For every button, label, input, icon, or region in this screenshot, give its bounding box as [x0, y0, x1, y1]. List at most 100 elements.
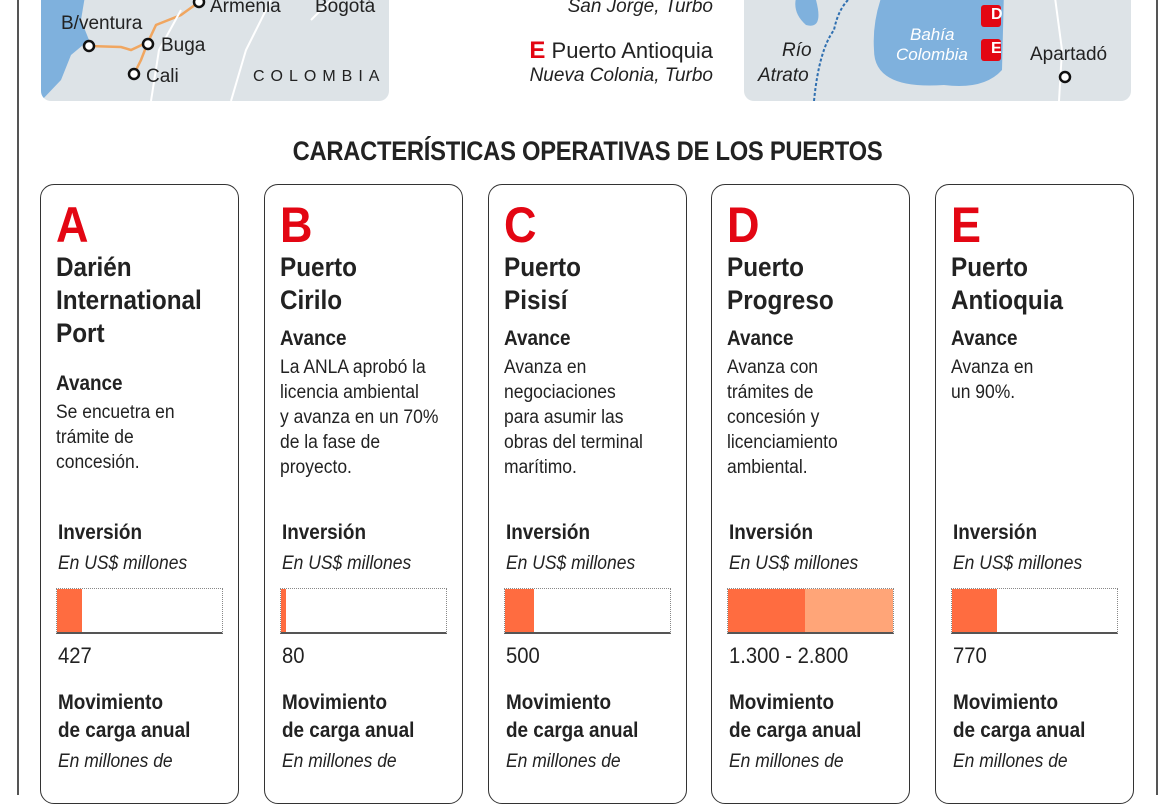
- inversion-heading: Inversión: [58, 521, 143, 544]
- carga-heading: Movimiento: [506, 691, 612, 714]
- avance-text: proyecto.: [280, 457, 352, 478]
- river-label: Atrato: [758, 65, 809, 86]
- avance-text: para asumir las: [504, 407, 624, 428]
- port-card-d: D Puerto Progreso Avance Avanza con trámites …: [711, 184, 910, 804]
- investment-value: 500: [506, 643, 540, 668]
- avance-text: Avanza con: [727, 357, 819, 378]
- port-name: Antioquia: [951, 285, 1064, 315]
- avance-text: concesión y: [727, 407, 820, 428]
- carga-heading: de carga anual: [729, 719, 862, 742]
- inversion-unit: En US$ millones: [58, 553, 188, 574]
- avance-text: trámites de: [727, 382, 814, 403]
- carga-heading: de carga anual: [58, 719, 191, 742]
- legend-d-location: San Jorge, Turbo: [567, 0, 713, 17]
- city-label: Buga: [161, 35, 206, 56]
- avance-heading: Avance: [504, 327, 571, 350]
- inversion-heading: Inversión: [729, 521, 814, 544]
- carga-unit: En millones de: [729, 751, 844, 772]
- avance-text: licencia ambiental: [280, 382, 419, 403]
- port-card-e: E Puerto Antioquia Avance Avanza en un 90%. In…: [935, 184, 1134, 804]
- map-uraba-gulf: D E Río Atrato Bahía Colombia Apartadó: [744, 0, 1131, 101]
- country-label: COLOMBIA: [253, 68, 386, 85]
- avance-heading: Avance: [727, 327, 794, 350]
- section-title: CARACTERÍSTICAS OPERATIVAS DE LOS PUERTO…: [292, 136, 883, 166]
- carga-unit: En millones de: [506, 751, 621, 772]
- port-name: Puerto: [727, 252, 804, 282]
- legend-letter: E: [529, 37, 546, 64]
- city-label: Armenia: [210, 0, 281, 17]
- port-name: Pisisí: [504, 285, 568, 315]
- inversion-unit: En US$ millones: [282, 553, 412, 574]
- avance-text: concesión.: [56, 452, 140, 473]
- avance-text: marítimo.: [504, 457, 577, 478]
- avance-text: negociaciones: [504, 382, 616, 403]
- marker-label: E: [991, 40, 1002, 57]
- avance-text: de la fase de: [280, 432, 381, 453]
- port-letter: A: [56, 197, 89, 253]
- avance-text: un 90%.: [951, 382, 1016, 403]
- investment-bar-range: [804, 589, 893, 632]
- port-letter: C: [504, 197, 537, 253]
- carga-unit: En millones de: [282, 751, 397, 772]
- port-card-c: C Puerto Pisisí Avance Avanza en negociacione…: [488, 184, 687, 804]
- investment-bar-fill: [281, 589, 286, 632]
- inversion-unit: En US$ millones: [506, 553, 636, 574]
- avance-text: La ANLA aprobó la: [280, 357, 426, 378]
- port-name: Cirilo: [280, 285, 343, 315]
- carga-heading: de carga anual: [506, 719, 639, 742]
- port-letter: B: [280, 197, 313, 253]
- investment-value: 80: [282, 643, 305, 668]
- inversion-heading: Inversión: [506, 521, 591, 544]
- investment-value: 1.300 - 2.800: [729, 643, 849, 668]
- avance-text: ambiental.: [727, 457, 808, 478]
- legend-item-e: E Puerto Antioquia Nueva Colonia, Turbo: [529, 37, 713, 86]
- investment-bar-fill: [57, 589, 83, 632]
- carga-heading: Movimiento: [58, 691, 164, 714]
- carga-unit: En millones de: [953, 751, 1068, 772]
- inversion-unit: En US$ millones: [729, 553, 859, 574]
- investment-value: 427: [58, 643, 92, 668]
- avance-text: trámite de: [56, 427, 134, 448]
- investment-bar: [951, 588, 1118, 634]
- city-label: Cali: [146, 66, 179, 87]
- river-label: Río: [782, 40, 812, 61]
- avance-text: y avanza en un 70%: [280, 407, 439, 428]
- port-name: Puerto: [280, 252, 357, 282]
- port-name: International: [56, 285, 202, 315]
- port-letter: E: [951, 197, 982, 253]
- marker-label: D: [991, 6, 1003, 23]
- carga-heading: Movimiento: [729, 691, 835, 714]
- investment-bar: [504, 588, 671, 634]
- avance-text: licenciamiento: [727, 432, 838, 453]
- carga-unit: En millones de: [58, 751, 173, 772]
- avance-text: Avanza en: [504, 357, 587, 378]
- carga-heading: de carga anual: [953, 719, 1086, 742]
- port-name: Progreso: [727, 285, 834, 315]
- inversion-heading: Inversión: [282, 521, 367, 544]
- port-name: Port: [56, 318, 105, 348]
- city-label: B/ventura: [61, 13, 143, 34]
- city-label: Apartadó: [1030, 44, 1108, 65]
- bay-label: Bahía: [910, 25, 955, 44]
- bay-label: Colombia: [896, 45, 968, 64]
- avance-text: obras del terminal: [504, 432, 643, 453]
- infographic-frame: [17, 0, 1158, 795]
- port-name: Darién: [56, 252, 132, 282]
- investment-bar-fill: [505, 589, 535, 632]
- inversion-heading: Inversión: [953, 521, 1038, 544]
- investment-bar-fill: [728, 589, 805, 632]
- avance-heading: Avance: [280, 327, 347, 350]
- investment-bar-fill: [952, 589, 998, 632]
- marker-e: [981, 39, 1001, 61]
- port-letter: D: [727, 197, 760, 253]
- carga-heading: Movimiento: [953, 691, 1059, 714]
- investment-value: 770: [953, 643, 987, 668]
- carga-heading: Movimiento: [282, 691, 388, 714]
- inversion-unit: En US$ millones: [953, 553, 1083, 574]
- avance-heading: Avance: [56, 372, 123, 395]
- investment-bar: [727, 588, 894, 634]
- city-label: Bogotá: [315, 0, 376, 17]
- marker-d: [981, 5, 1001, 27]
- port-name: Puerto: [504, 252, 581, 282]
- port-card-a: A Darién International Port Avance Se encuetr…: [40, 184, 239, 804]
